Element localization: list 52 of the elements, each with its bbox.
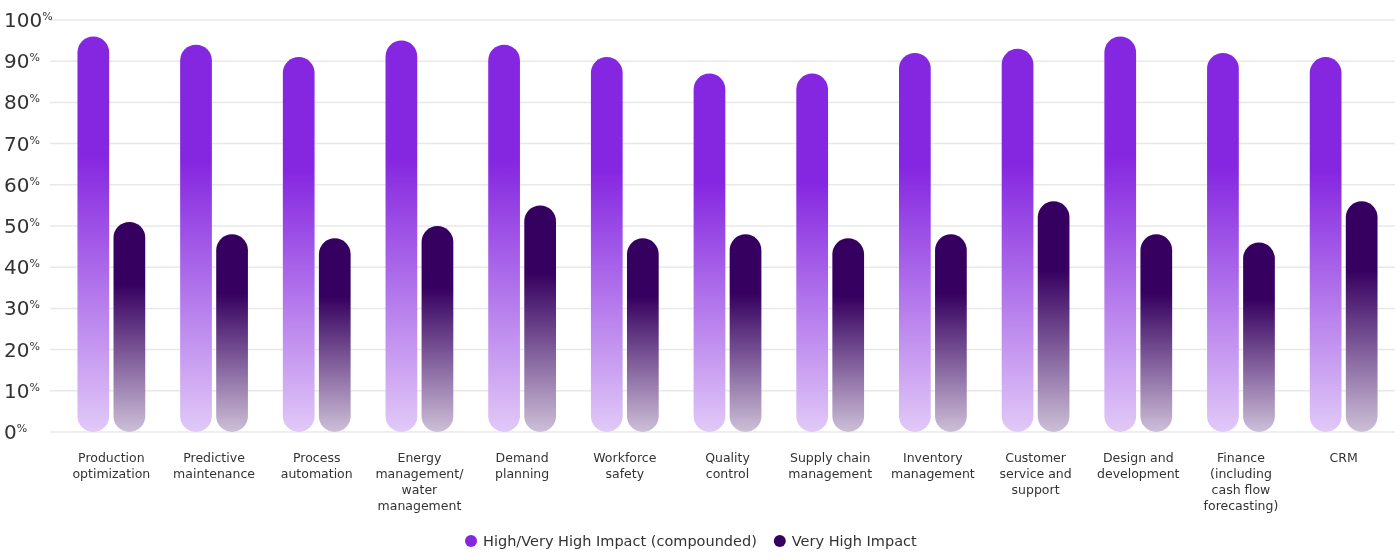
x-tick-label: Quality control: [705, 450, 751, 481]
y-tick-label: 50$^{%}$: [4, 214, 40, 238]
bar: [1309, 57, 1342, 432]
bar: [935, 234, 967, 432]
bar: [590, 57, 623, 432]
bar: [693, 73, 726, 432]
bar: [318, 238, 351, 432]
bar: [524, 205, 556, 432]
y-tick-label: 70$^{%}$: [4, 131, 40, 156]
x-tick-label: CRM: [1329, 450, 1358, 465]
bar: [488, 44, 520, 432]
y-tick-label: 100$^{%}$: [4, 8, 53, 32]
y-tick-label: 20$^{%}$: [4, 337, 40, 362]
bar: [899, 52, 931, 432]
bar: [282, 57, 315, 432]
bar: [796, 73, 829, 432]
x-tick-label: Demand planning: [494, 450, 550, 481]
y-tick-label: 60$^{%}$: [4, 172, 40, 197]
bar: [77, 36, 110, 432]
y-tick-label: 30$^{%}$: [4, 296, 40, 321]
bar: [180, 44, 212, 432]
bar: [1345, 201, 1378, 432]
x-tick-label: Energy management/ water management: [375, 450, 465, 513]
y-tick-label: 90$^{%}$: [4, 49, 40, 74]
x-tick-label: Customer service and support: [999, 450, 1072, 497]
bar: [421, 226, 454, 432]
bar: [832, 238, 865, 432]
bar: [216, 234, 248, 432]
y-tick-label: 40$^{%}$: [4, 255, 40, 280]
bar: [113, 221, 146, 432]
bar: [1243, 242, 1275, 432]
y-tick-label: 80$^{%}$: [4, 90, 40, 115]
x-tick-label: Process automation: [280, 450, 353, 481]
bar: [729, 234, 762, 432]
x-tick-label: Design and development: [1097, 450, 1180, 481]
bar: [1104, 36, 1137, 432]
bar: [1001, 48, 1034, 432]
bar: [1037, 201, 1070, 432]
x-tick-label: Workforce safety: [593, 450, 657, 481]
x-tick-label: Finance (including cash flow forecasting): [1203, 450, 1279, 513]
y-tick-label: 0$^{%}$: [4, 420, 28, 444]
x-tick-label: Production optimization: [72, 450, 151, 481]
bar: [385, 40, 418, 432]
y-tick-label: 10$^{%}$: [4, 378, 40, 403]
legend-label: High/Very High Impact (compounded): [483, 533, 757, 549]
bar: [626, 238, 659, 432]
x-tick-label: Supply chain management: [788, 450, 873, 481]
x-tick-label: Inventory management: [891, 450, 975, 481]
bar: [1140, 234, 1173, 432]
x-tick-label: Predictive maintenance: [173, 450, 256, 481]
bar: [1207, 52, 1239, 432]
legend-label: Very High Impact: [791, 533, 918, 549]
